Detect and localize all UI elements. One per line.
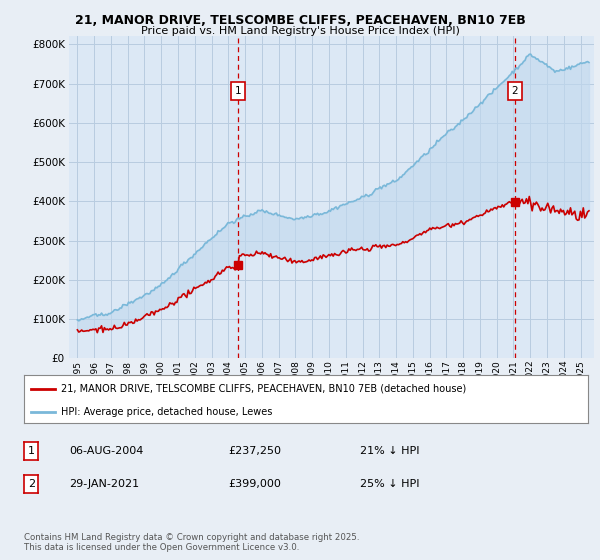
Text: 2: 2 (28, 479, 35, 489)
Text: Price paid vs. HM Land Registry's House Price Index (HPI): Price paid vs. HM Land Registry's House … (140, 26, 460, 36)
Text: £237,250: £237,250 (228, 446, 281, 456)
Text: 25% ↓ HPI: 25% ↓ HPI (360, 479, 419, 489)
Text: £399,000: £399,000 (228, 479, 281, 489)
Text: HPI: Average price, detached house, Lewes: HPI: Average price, detached house, Lewe… (61, 407, 272, 417)
Text: 21, MANOR DRIVE, TELSCOMBE CLIFFS, PEACEHAVEN, BN10 7EB (detached house): 21, MANOR DRIVE, TELSCOMBE CLIFFS, PEACE… (61, 384, 466, 394)
Text: 06-AUG-2004: 06-AUG-2004 (69, 446, 143, 456)
Text: Contains HM Land Registry data © Crown copyright and database right 2025.: Contains HM Land Registry data © Crown c… (24, 533, 359, 542)
Text: 21, MANOR DRIVE, TELSCOMBE CLIFFS, PEACEHAVEN, BN10 7EB: 21, MANOR DRIVE, TELSCOMBE CLIFFS, PEACE… (74, 14, 526, 27)
Text: 21% ↓ HPI: 21% ↓ HPI (360, 446, 419, 456)
Text: 1: 1 (28, 446, 35, 456)
Text: 1: 1 (235, 86, 242, 96)
Text: 2: 2 (512, 86, 518, 96)
Text: 29-JAN-2021: 29-JAN-2021 (69, 479, 139, 489)
Text: This data is licensed under the Open Government Licence v3.0.: This data is licensed under the Open Gov… (24, 543, 299, 552)
